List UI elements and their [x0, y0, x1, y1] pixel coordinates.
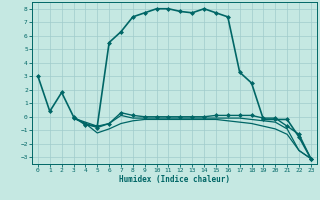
X-axis label: Humidex (Indice chaleur): Humidex (Indice chaleur) [119, 175, 230, 184]
